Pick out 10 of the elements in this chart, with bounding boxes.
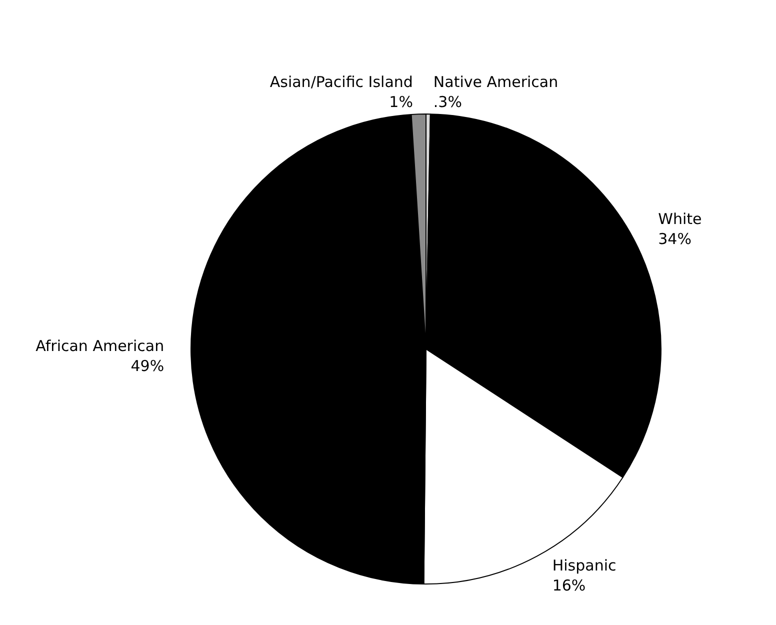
slice-label: Hispanic [552, 556, 616, 575]
slice-label: African American [36, 336, 164, 355]
data-label: .3% [433, 93, 462, 112]
slice-label: Asian/Pacific Island [270, 73, 413, 92]
data-label: 49% [130, 356, 164, 375]
data-label: 1% [389, 93, 413, 112]
data-label: 34% [658, 230, 692, 248]
data-label: 16% [552, 576, 586, 595]
slice-label: Native American [433, 73, 558, 92]
slice-label: White [658, 210, 702, 228]
